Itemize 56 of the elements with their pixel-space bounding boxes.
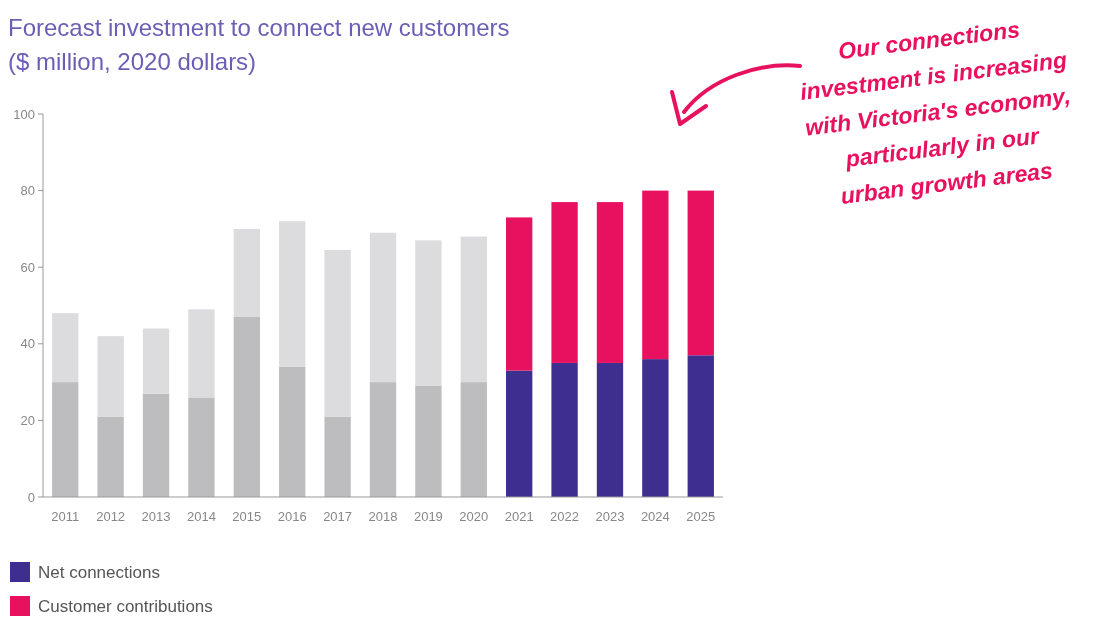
bar <box>233 316 260 497</box>
x-tick-label: 2019 <box>413 509 443 524</box>
bar <box>460 236 487 383</box>
bar <box>551 202 578 363</box>
y-tick-label: 60 <box>20 259 35 275</box>
bar <box>142 328 170 394</box>
bar <box>97 336 124 417</box>
x-tick-label: 2017 <box>323 509 353 524</box>
bar <box>415 385 442 497</box>
y-tick-label: 80 <box>20 183 35 199</box>
y-tick-label: 100 <box>13 106 35 122</box>
bar <box>52 313 79 383</box>
x-tick-label: 2016 <box>277 509 307 524</box>
x-tick-label: 2015 <box>232 509 262 524</box>
bar <box>279 366 306 497</box>
bar <box>188 309 215 398</box>
y-tick-label: 20 <box>20 412 35 428</box>
chart-title: Forecast investment to connect new customers <box>8 14 510 41</box>
bar <box>596 362 624 497</box>
chart-subtitle: ($ million, 2020 dollars) <box>8 48 257 75</box>
x-tick-label: 2022 <box>550 509 580 524</box>
bar <box>324 416 351 497</box>
x-tick-label: 2013 <box>141 509 171 524</box>
bar <box>188 397 215 497</box>
y-tick-label: 40 <box>20 336 35 352</box>
bar <box>687 355 714 497</box>
bar <box>642 190 669 360</box>
x-tick-label: 2011 <box>51 509 80 524</box>
x-tick-label: 2012 <box>96 509 126 524</box>
bar <box>551 362 578 497</box>
bar <box>142 393 170 497</box>
x-tick-label: 2025 <box>686 509 716 524</box>
bar <box>415 240 442 386</box>
bar <box>642 359 669 497</box>
bar <box>97 416 124 497</box>
bar <box>687 190 714 356</box>
x-tick-label: 2018 <box>368 509 398 524</box>
bar <box>596 202 624 363</box>
bar <box>279 221 306 367</box>
bar <box>324 249 351 417</box>
y-tick-label: 0 <box>27 489 35 505</box>
bar <box>506 370 533 497</box>
x-tick-label: 2024 <box>640 509 670 524</box>
bar <box>52 382 79 497</box>
bar <box>369 382 397 497</box>
x-tick-label: 2021 <box>504 509 534 524</box>
legend-label: Customer contributions <box>38 596 213 616</box>
bar <box>369 232 397 383</box>
bar <box>506 217 533 371</box>
x-tick-label: 2023 <box>595 509 625 524</box>
bar <box>233 228 260 317</box>
bar <box>460 382 487 497</box>
x-tick-label: 2020 <box>459 509 489 524</box>
x-tick-label: 2014 <box>186 509 216 524</box>
text: Our connections investment is increasing with Victoria's economy, particularly in our urban growth areas <box>798 16 1072 209</box>
legend-label: Net connections <box>38 562 160 582</box>
